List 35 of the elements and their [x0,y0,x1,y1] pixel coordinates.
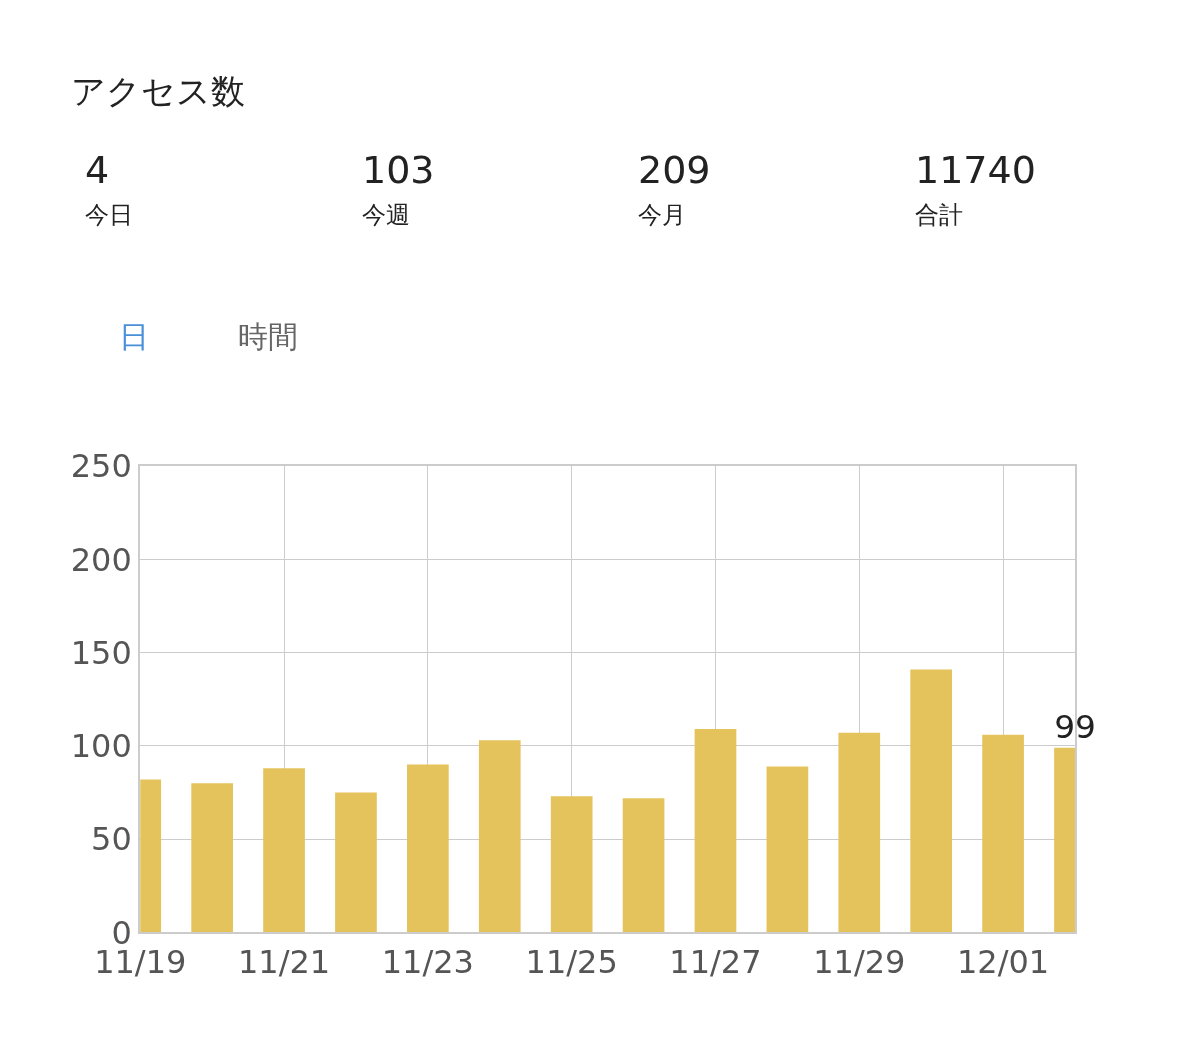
bar [478,740,521,933]
text: 今月 [638,201,686,229]
bar [263,768,305,933]
x-tick-label: 11/27 [669,942,762,981]
text: 日 [119,319,149,354]
text: 合計 [915,201,963,229]
data-label: 99 [1054,707,1096,746]
text: 4 [85,148,110,192]
bar [910,669,953,933]
text: 今週 [362,201,410,229]
text: 103 [362,148,435,192]
text: 時間 [238,319,298,354]
x-tick-label: 12/01 [956,942,1050,981]
y-tick-label: 200 [70,540,132,579]
text: アクセス数 [71,71,245,111]
y-tick-label: 50 [91,820,132,859]
text: 209 [638,148,711,192]
bar [982,734,1024,933]
x-tick-label: 11/25 [525,942,618,981]
bar [191,783,233,933]
x-tick-label: 11/29 [813,942,906,981]
text: 今日 [85,201,133,229]
bar [694,729,737,933]
bar [407,764,449,933]
text: 11740 [915,148,1036,192]
bar [838,732,881,933]
x-tick-label: 11/23 [381,942,474,981]
bar [550,796,593,933]
y-tick-label: 250 [70,447,132,486]
bar [766,766,809,933]
bar [622,798,665,933]
x-tick-label: 11/21 [237,942,331,981]
bar [335,792,377,933]
y-tick-label: 100 [70,727,132,766]
y-tick-label: 150 [70,633,132,672]
